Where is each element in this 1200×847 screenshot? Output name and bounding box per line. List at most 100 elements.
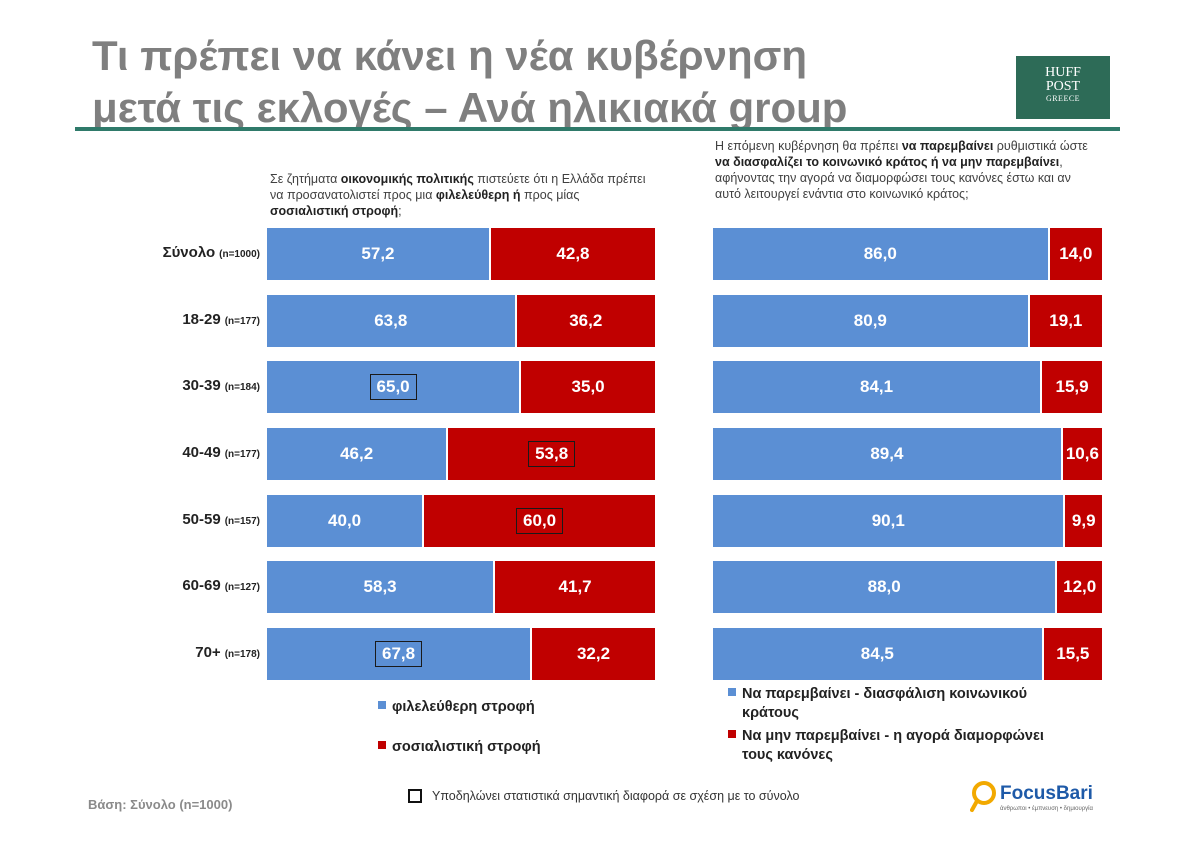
bar-row: 58,3 41,7 [267,561,655,613]
bar-row: 65,0 35,0 [267,361,655,413]
title-line-2: μετά τις εκλογές – Ανά ηλικιακά group [92,84,848,131]
title-line-1: Τι πρέπει να κάνει η νέα κυβέρνηση [92,32,808,79]
bar-segment-blue: 58,3 [267,561,494,613]
data-label: 19,1 [1049,311,1083,330]
data-label: 46,2 [340,444,374,463]
data-label: 42,8 [556,244,590,263]
row-label-text: Σύνολο [162,244,216,261]
title-underline [75,127,1120,131]
magnifier-icon [970,781,996,812]
bar-segment-blue: 84,5 [713,628,1042,680]
row-label: 40-49 (n=177) [60,444,260,461]
bar-segment-red: 36,2 [514,295,655,347]
bar-row: 84,5 15,5 [713,628,1102,680]
data-label: 90,1 [871,511,905,530]
row-sample-size: (n=157) [224,516,260,527]
bar-segment-blue: 80,9 [713,295,1028,347]
data-label: 14,0 [1059,244,1093,263]
data-label: 53,8 [528,441,576,467]
row-label: 18-29 (n=177) [60,311,260,328]
legend-swatch-blue [728,688,736,696]
data-label: 41,7 [558,577,592,596]
significance-box-icon [408,789,422,803]
bar-segment-red: 60,0 [422,495,655,547]
data-label: 32,2 [576,644,611,663]
bar-segment-blue: 65,0 [267,361,520,413]
data-label: 86,0 [863,244,897,263]
data-label: 84,1 [860,377,894,396]
bar-segment-blue: 57,2 [267,228,489,280]
row-label-text: 40-49 [182,444,221,461]
bar-row: 84,1 15,9 [713,361,1102,413]
bar-segment-red: 41,7 [493,561,655,613]
bar-segment-red: 32,2 [530,628,655,680]
right-question-text: Η επόμενη κυβέρνηση θα πρέπει να παρεμβα… [715,139,1088,201]
bar-segment-blue: 40,0 [267,495,423,547]
data-label: 15,9 [1055,377,1089,396]
data-label: 36,2 [569,311,603,330]
bar-segment-blue: 84,1 [713,361,1041,413]
bar-segment-red: 10,6 [1060,428,1102,480]
legend-swatch-red [378,741,386,749]
legend-item-intervene: Να παρεμβαίνει - διασφάλιση κοινωνικού κ… [728,685,1108,723]
row-sample-size: (n=127) [224,582,260,593]
row-label: 70+ (n=178) [60,644,260,661]
row-sample-size: (n=177) [224,449,260,460]
bar-segment-blue: 89,4 [713,428,1061,480]
legend-swatch-red [728,730,736,738]
page-title: Τι πρέπει να κάνει η νέα κυβέρνηση μετά … [92,30,972,134]
bar-row: 86,0 14,0 [713,228,1102,280]
row-label-text: 70+ [195,644,221,661]
data-label: 63,8 [374,311,408,330]
row-label: 60-69 (n=127) [60,577,260,594]
significance-footnote: Υποδηλώνει στατιστικά σημαντική διαφορά … [408,789,799,803]
legend-item-socialist: σοσιαλιστική στροφή [378,738,541,757]
bar-segment-blue: 46,2 [267,428,447,480]
bar-segment-red: 19,1 [1027,295,1102,347]
bar-row: 88,0 12,0 [713,561,1102,613]
data-label: 60,0 [516,508,564,534]
row-sample-size: (n=177) [224,316,260,327]
row-label: 50-59 (n=157) [60,511,260,528]
bar-row: 80,9 19,1 [713,295,1102,347]
data-label: 67,8 [374,641,423,667]
row-label-text: 30-39 [182,377,221,394]
legend-swatch-blue [378,701,386,709]
data-label: 84,5 [860,644,894,663]
data-label: 65,0 [369,374,417,400]
data-label: 89,4 [870,444,904,463]
row-sample-size: (n=1000) [219,249,260,260]
bar-segment-red: 14,0 [1047,228,1102,280]
data-label: 80,9 [853,311,887,330]
data-label: 10,6 [1065,444,1099,463]
bar-row: 67,8 32,2 [267,628,655,680]
bar-segment-blue: 86,0 [713,228,1048,280]
bar-row: 63,8 36,2 [267,295,655,347]
left-question-text: Σε ζητήματα οικονομικής πολιτικής πιστεύ… [270,172,646,218]
data-label: 35,0 [571,377,605,396]
bar-row: 46,2 53,8 [267,428,655,480]
row-sample-size: (n=178) [224,649,260,660]
legend-item-not-intervene: Να μην παρεμβαίνει - η αγορά διαμορφώνει… [728,727,1108,765]
data-label: 40,0 [328,511,362,530]
bar-segment-blue: 67,8 [267,628,531,680]
huffpost-greece-logo: HUFF POST GREECE [1016,56,1110,119]
bar-segment-red: 42,8 [488,228,655,280]
bar-segment-red: 35,0 [519,361,655,413]
bar-row: 40,0 60,0 [267,495,655,547]
row-label-text: 50-59 [182,511,221,528]
row-sample-size: (n=184) [224,382,260,393]
bar-row: 90,1 9,9 [713,495,1102,547]
data-label: 15,5 [1056,644,1090,663]
bar-segment-blue: 90,1 [713,495,1064,547]
row-label: 30-39 (n=184) [60,377,260,394]
bar-segment-red: 53,8 [446,428,655,480]
bar-row: 57,2 42,8 [267,228,655,280]
focusbari-logo: FocusBari άνθρωποι • έμπνευση • δημιουργ… [970,778,1110,818]
bar-segment-blue: 88,0 [713,561,1056,613]
bar-segment-red: 9,9 [1063,495,1102,547]
data-label: 88,0 [867,577,901,596]
data-label: 9,9 [1071,511,1096,530]
row-label-text: 18-29 [182,311,221,328]
legend-item-liberal: φιλελεύθερη στροφή [378,698,535,717]
